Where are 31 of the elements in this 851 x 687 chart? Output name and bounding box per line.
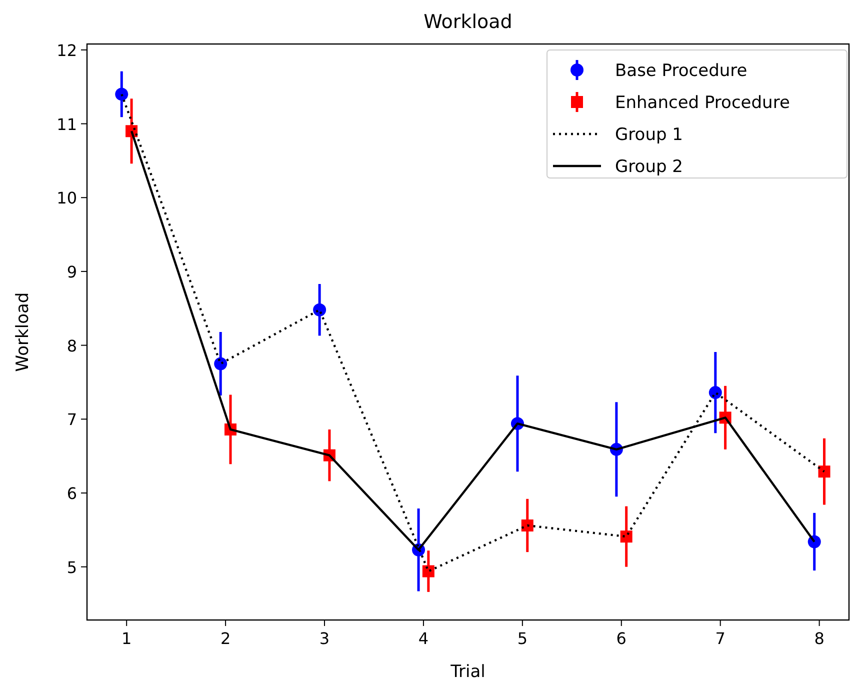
y-tick-label: 6: [66, 484, 77, 503]
y-tick-label: 7: [66, 410, 77, 430]
x-tick-label: 4: [418, 629, 429, 648]
legend-label: Group 1: [615, 125, 683, 145]
y-axis-title: Workload: [13, 292, 33, 372]
x-tick-label: 7: [715, 629, 726, 648]
x-tick-label: 5: [517, 629, 528, 648]
chart-title: Workload: [424, 11, 512, 33]
legend-label: Group 2: [615, 157, 683, 177]
y-tick-label: 9: [66, 262, 77, 282]
legend-label: Enhanced Procedure: [615, 93, 790, 113]
y-tick-label: 12: [56, 40, 77, 60]
point: [620, 530, 632, 543]
x-tick-label: 6: [616, 629, 626, 648]
y-tick-label: 5: [66, 558, 77, 577]
point: [115, 88, 128, 101]
legend-label: Base Procedure: [615, 61, 748, 81]
point: [521, 519, 534, 532]
point: [422, 565, 434, 578]
point: [313, 303, 326, 316]
y-tick-label: 8: [66, 336, 77, 356]
x-axis-title: Trial: [450, 662, 486, 682]
point: [818, 466, 830, 478]
x-tick-label: 3: [319, 629, 330, 648]
x-tick-label: 1: [121, 629, 132, 648]
x-tick-label: 2: [220, 629, 231, 648]
point: [708, 386, 722, 400]
point: [214, 357, 228, 370]
x-tick-label: 8: [814, 629, 824, 648]
y-tick-label: 11: [56, 114, 77, 134]
y-tick-label: 10: [56, 188, 77, 208]
